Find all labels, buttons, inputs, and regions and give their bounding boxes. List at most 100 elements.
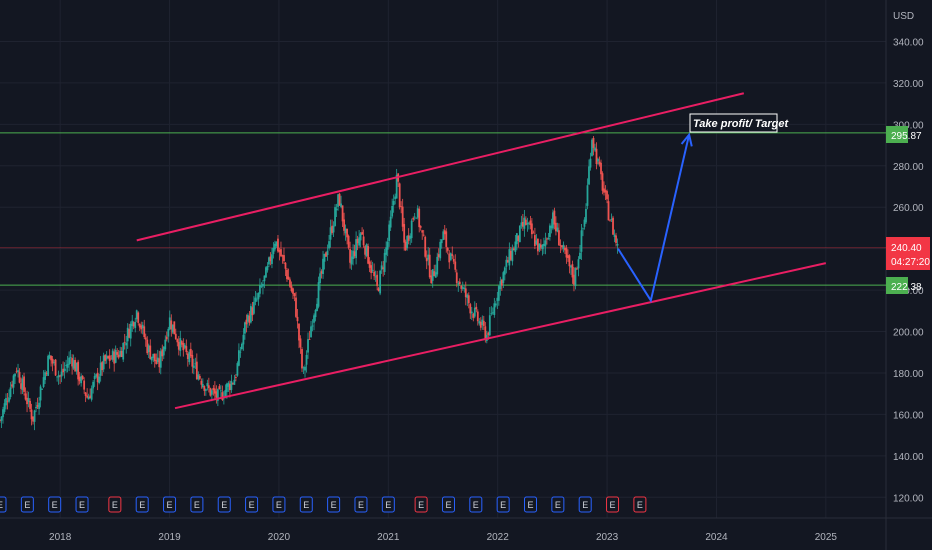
- currency-label: USD: [893, 11, 914, 22]
- candle-body: [550, 225, 553, 229]
- earnings-marker-label: E: [555, 500, 561, 510]
- candle-body: [286, 269, 288, 280]
- candle-body: [36, 405, 39, 407]
- candle-body: [559, 245, 562, 247]
- candle-body: [487, 332, 490, 335]
- candle-body: [470, 311, 473, 314]
- earnings-marker-label: E: [276, 500, 282, 510]
- candle-body: [152, 353, 155, 358]
- candle-body: [191, 354, 194, 367]
- candle-body: [260, 285, 263, 287]
- candle-body: [176, 339, 179, 343]
- candle-body: [170, 320, 173, 330]
- candle-body: [135, 310, 138, 320]
- candle-body: [311, 325, 314, 327]
- candle-body: [129, 323, 132, 339]
- candle-body: [111, 350, 114, 360]
- target-annotation-text: Take profit/ Target: [693, 118, 789, 130]
- candle-body: [6, 400, 9, 402]
- candle-body: [271, 254, 273, 264]
- earnings-marker-label: E: [303, 500, 309, 510]
- earnings-markers: EEEEEEEEEEEEEEEEEEEEEEEE: [0, 496, 647, 513]
- candle-body: [422, 234, 425, 236]
- candle-body: [290, 285, 293, 292]
- candle-body: [403, 224, 406, 243]
- candle-body: [588, 166, 590, 185]
- candle-body: [478, 321, 481, 324]
- candle-body: [326, 250, 329, 256]
- candle-body: [231, 383, 234, 385]
- candle-body: [582, 228, 584, 230]
- candle-body: [179, 338, 182, 351]
- earnings-marker: E: [578, 496, 592, 513]
- y-tick-label: 280.00: [893, 162, 924, 173]
- candle-body: [3, 403, 6, 412]
- candle-body: [314, 310, 317, 318]
- candle-body: [334, 207, 336, 226]
- candle-body: [5, 398, 7, 406]
- candle-body: [499, 281, 502, 290]
- candle-body: [84, 392, 87, 396]
- candle-body: [401, 206, 404, 227]
- candle-body: [370, 265, 373, 273]
- candle-body: [116, 352, 119, 355]
- candle-body: [529, 220, 532, 226]
- candle-body: [63, 368, 66, 371]
- candle-body: [355, 239, 357, 259]
- candle-body: [520, 222, 523, 226]
- earnings-marker-box: [217, 496, 231, 513]
- candle-body: [102, 355, 105, 370]
- candle-body: [536, 238, 539, 252]
- candle-body: [368, 261, 371, 268]
- candle-body: [62, 368, 65, 373]
- candle-body: [538, 243, 541, 250]
- earnings-marker-label: E: [473, 500, 479, 510]
- candle-body: [505, 259, 508, 267]
- earnings-marker-label: E: [52, 500, 58, 510]
- candlesticks: [0, 136, 619, 431]
- candle-body: [573, 274, 575, 285]
- candle-body: [204, 389, 207, 391]
- candle-body: [24, 393, 27, 400]
- candle-body: [203, 386, 206, 391]
- candle-body: [359, 233, 362, 241]
- earnings-marker-box: [327, 496, 341, 513]
- x-tick-label: 2019: [158, 532, 181, 543]
- candle-body: [511, 248, 514, 262]
- candle-body: [21, 378, 24, 390]
- earnings-marker-label: E: [418, 500, 424, 510]
- candle-body: [98, 376, 101, 384]
- earnings-marker-box: [272, 496, 286, 513]
- candle-body: [69, 357, 72, 359]
- candle-body: [461, 286, 464, 289]
- candle-body: [131, 320, 134, 327]
- candle-body: [110, 358, 113, 360]
- candle-body: [78, 376, 81, 382]
- candle-body: [51, 358, 54, 364]
- earnings-marker-box: [496, 496, 510, 513]
- candle-body: [201, 383, 204, 388]
- candle-body: [479, 321, 482, 328]
- x-tick-label: 2018: [49, 532, 72, 543]
- earnings-marker: E: [606, 496, 620, 513]
- candle-body: [171, 324, 174, 333]
- candle-body: [394, 196, 397, 200]
- candle-body: [346, 228, 348, 238]
- candle-body: [50, 355, 52, 361]
- candle-body: [600, 162, 602, 175]
- earnings-marker-box: [441, 496, 455, 513]
- candle-body: [287, 276, 290, 280]
- candle-body: [194, 363, 197, 365]
- candle-body: [527, 222, 530, 224]
- earnings-marker: E: [633, 496, 647, 513]
- candle-body: [547, 238, 550, 240]
- earnings-marker-box: [135, 496, 149, 513]
- candle-body: [460, 285, 463, 289]
- candle-body: [352, 250, 354, 259]
- candle-body: [607, 201, 610, 221]
- candle-body: [329, 227, 332, 240]
- candle-body: [585, 208, 587, 223]
- earnings-marker-label: E: [527, 500, 533, 510]
- target-annotation-box: [689, 113, 778, 133]
